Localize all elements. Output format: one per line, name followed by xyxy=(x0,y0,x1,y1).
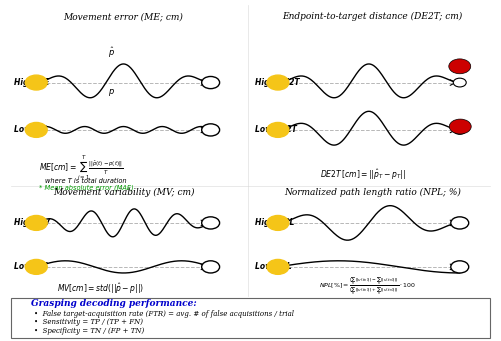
Circle shape xyxy=(202,76,219,89)
Circle shape xyxy=(26,75,47,90)
Text: •  Specificity = TN / (FP + TN): • Specificity = TN / (FP + TN) xyxy=(34,327,144,335)
Text: Normalized path length ratio (NPL; %): Normalized path length ratio (NPL; %) xyxy=(284,188,461,197)
Text: High ME: High ME xyxy=(14,78,49,87)
Text: High DE2T: High DE2T xyxy=(256,78,300,87)
Text: $p$: $p$ xyxy=(108,87,115,98)
Circle shape xyxy=(26,260,47,274)
Circle shape xyxy=(267,122,289,137)
Circle shape xyxy=(26,216,47,231)
Text: $DE2T\,[cm] = ||\hat{p}_T - p_T||$: $DE2T\,[cm] = ||\hat{p}_T - p_T||$ xyxy=(320,168,405,182)
Circle shape xyxy=(26,122,47,137)
Text: * Mean absolute error (MAE): * Mean absolute error (MAE) xyxy=(39,185,133,191)
Text: Movement variability (MV; cm): Movement variability (MV; cm) xyxy=(53,188,194,197)
Text: High NPL: High NPL xyxy=(256,219,295,227)
Circle shape xyxy=(202,124,219,136)
Text: High MV: High MV xyxy=(14,219,50,227)
Circle shape xyxy=(202,217,219,229)
Text: Grasping decoding performance:: Grasping decoding performance: xyxy=(31,299,197,308)
Text: Low DE2T: Low DE2T xyxy=(256,125,298,134)
Text: $\hat{p}$: $\hat{p}$ xyxy=(108,45,115,60)
Text: Low NPL: Low NPL xyxy=(256,262,292,271)
Circle shape xyxy=(453,125,466,134)
Text: Low MV: Low MV xyxy=(14,262,47,271)
Circle shape xyxy=(451,217,469,229)
Text: $ME[cm] = \sum_{i=1}^{T} \frac{||\hat{p}(t)-p(t)||}{T}$: $ME[cm] = \sum_{i=1}^{T} \frac{||\hat{p}… xyxy=(39,153,124,182)
Text: $MV[cm] = std(||\hat{p} - p||)$: $MV[cm] = std(||\hat{p} - p||)$ xyxy=(58,282,145,296)
Circle shape xyxy=(449,59,471,74)
Text: Endpoint-to-target distance (DE2T; cm): Endpoint-to-target distance (DE2T; cm) xyxy=(283,12,463,21)
Circle shape xyxy=(453,78,466,87)
Circle shape xyxy=(267,216,289,231)
Circle shape xyxy=(451,261,469,273)
Text: Low ME: Low ME xyxy=(14,125,47,134)
Circle shape xyxy=(202,261,219,273)
Circle shape xyxy=(449,119,471,134)
Circle shape xyxy=(267,260,289,274)
Text: •  Sensitivity = TP / (TP + FN): • Sensitivity = TP / (TP + FN) xyxy=(34,318,143,326)
Text: $NPL[\%] = \frac{|\sum_{n}||v(t_n)|| - \sum_{n}||v(t_n)|||}  {|\sum_{n}||v(t_n)|: $NPL[\%] = \frac{|\sum_{n}||v(t_n)|| - \… xyxy=(319,275,416,297)
Text: Movement error (ME; cm): Movement error (ME; cm) xyxy=(64,12,183,21)
Text: •  False target-acquisition rate (FTR) = avg. # of false acquisitions / trial: • False target-acquisition rate (FTR) = … xyxy=(34,310,294,317)
Text: where T is total duration: where T is total duration xyxy=(45,178,127,184)
Circle shape xyxy=(267,75,289,90)
